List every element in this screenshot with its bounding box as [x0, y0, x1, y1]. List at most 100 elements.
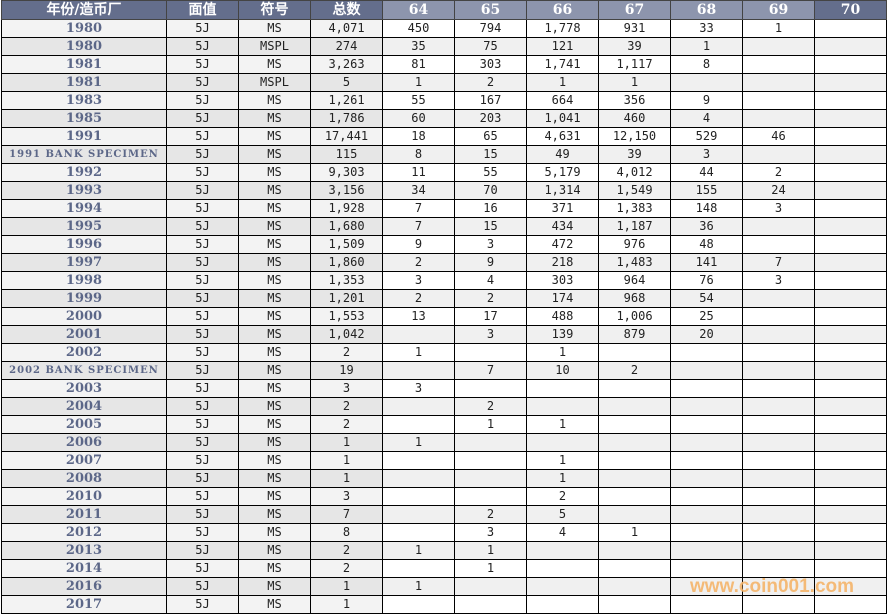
cell-grade-69: 3 — [742, 271, 815, 290]
table-row: 1999 5J MS 1,201 2 2 174 968 54 — [1, 289, 887, 308]
cell-grade-64: 18 — [382, 127, 455, 146]
cell-designation: MS — [238, 163, 311, 182]
cell-grade-65: 65 — [454, 127, 527, 146]
cell-designation: MS — [238, 523, 311, 542]
cell-total: 2 — [310, 415, 383, 434]
cell-grade-68: 54 — [670, 289, 743, 308]
cell-year-mint: 2000 — [1, 307, 167, 326]
cell-grade-66: 1,741 — [526, 55, 599, 74]
table-row: 2004 5J MS 2 2 — [1, 397, 887, 416]
cell-grade-69: 46 — [742, 127, 815, 146]
cell-grade-69 — [742, 235, 815, 254]
cell-denomination: 5J — [166, 451, 239, 470]
cell-grade-70 — [814, 73, 887, 92]
cell-grade-66: 1 — [526, 415, 599, 434]
cell-designation: MSPL — [238, 73, 311, 92]
table-row: 1981 5J MSPL 5 1 2 1 1 — [1, 73, 887, 92]
cell-total: 3,156 — [310, 181, 383, 200]
cell-year-mint: 1993 — [1, 181, 167, 200]
cell-grade-64: 7 — [382, 199, 455, 218]
cell-denomination: 5J — [166, 145, 239, 164]
table-row: 1983 5J MS 1,261 55 167 664 356 9 — [1, 91, 887, 110]
cell-grade-68 — [670, 559, 743, 578]
cell-grade-70 — [814, 163, 887, 182]
cell-designation: MS — [238, 469, 311, 488]
cell-denomination: 5J — [166, 181, 239, 200]
cell-denomination: 5J — [166, 55, 239, 74]
cell-grade-66: 49 — [526, 145, 599, 164]
table-row: 1998 5J MS 1,353 3 4 303 964 76 3 — [1, 271, 887, 290]
cell-grade-65: 303 — [454, 55, 527, 74]
cell-year-mint: 2016 — [1, 577, 167, 596]
cell-grade-65: 55 — [454, 163, 527, 182]
table-row: 2016 5J MS 1 1 — [1, 577, 887, 596]
cell-grade-70 — [814, 523, 887, 542]
cell-grade-65 — [454, 451, 527, 470]
cell-grade-68 — [670, 73, 743, 92]
cell-grade-67 — [598, 559, 671, 578]
cell-grade-66 — [526, 379, 599, 398]
cell-grade-66 — [526, 577, 599, 596]
cell-grade-68 — [670, 595, 743, 614]
table-row: 2008 5J MS 1 1 — [1, 469, 887, 488]
cell-denomination: 5J — [166, 487, 239, 506]
cell-total: 3 — [310, 379, 383, 398]
cell-total: 19 — [310, 361, 383, 380]
cell-grade-66: 10 — [526, 361, 599, 380]
cell-total: 5 — [310, 73, 383, 92]
cell-grade-69 — [742, 73, 815, 92]
cell-year-mint: 1994 — [1, 199, 167, 218]
cell-grade-67: 4,012 — [598, 163, 671, 182]
header-row: 年份/造币厂 面值 符号 总数 64 65 66 67 68 69 70 — [1, 0, 887, 20]
cell-grade-67: 1,483 — [598, 253, 671, 272]
cell-grade-68 — [670, 343, 743, 362]
cell-grade-68: 1 — [670, 37, 743, 56]
cell-grade-70 — [814, 253, 887, 272]
cell-denomination: 5J — [166, 163, 239, 182]
cell-grade-69 — [742, 487, 815, 506]
cell-grade-64 — [382, 397, 455, 416]
cell-denomination: 5J — [166, 289, 239, 308]
cell-grade-70 — [814, 469, 887, 488]
cell-total: 3 — [310, 487, 383, 506]
cell-grade-70 — [814, 325, 887, 344]
cell-year-mint: 2007 — [1, 451, 167, 470]
cell-grade-65 — [454, 379, 527, 398]
cell-designation: MS — [238, 271, 311, 290]
cell-grade-69 — [742, 415, 815, 434]
cell-grade-68 — [670, 415, 743, 434]
cell-grade-66: 5 — [526, 505, 599, 524]
table-row: 2005 5J MS 2 1 1 — [1, 415, 887, 434]
cell-designation: MS — [238, 487, 311, 506]
cell-year-mint: 1996 — [1, 235, 167, 254]
cell-grade-67: 356 — [598, 91, 671, 110]
cell-grade-65: 3 — [454, 235, 527, 254]
cell-grade-64: 3 — [382, 379, 455, 398]
cell-grade-66: 4 — [526, 523, 599, 542]
cell-total: 1,680 — [310, 217, 383, 236]
cell-grade-69 — [742, 109, 815, 128]
table-row: 2013 5J MS 2 1 1 — [1, 541, 887, 560]
cell-designation: MS — [238, 451, 311, 470]
cell-grade-66: 303 — [526, 271, 599, 290]
cell-grade-65 — [454, 577, 527, 596]
cell-grade-66: 2 — [526, 487, 599, 506]
cell-grade-66: 1,314 — [526, 181, 599, 200]
cell-total: 8 — [310, 523, 383, 542]
cell-grade-68 — [670, 397, 743, 416]
cell-grade-70 — [814, 559, 887, 578]
cell-grade-67: 460 — [598, 109, 671, 128]
cell-grade-68: 3 — [670, 145, 743, 164]
cell-grade-67: 39 — [598, 37, 671, 56]
cell-grade-65: 2 — [454, 289, 527, 308]
cell-grade-70 — [814, 487, 887, 506]
cell-denomination: 5J — [166, 433, 239, 452]
cell-denomination: 5J — [166, 127, 239, 146]
cell-designation: MS — [238, 595, 311, 614]
cell-year-mint: 1980 — [1, 37, 167, 56]
cell-grade-64 — [382, 451, 455, 470]
cell-designation: MS — [238, 361, 311, 380]
cell-denomination: 5J — [166, 235, 239, 254]
cell-year-mint: 1997 — [1, 253, 167, 272]
